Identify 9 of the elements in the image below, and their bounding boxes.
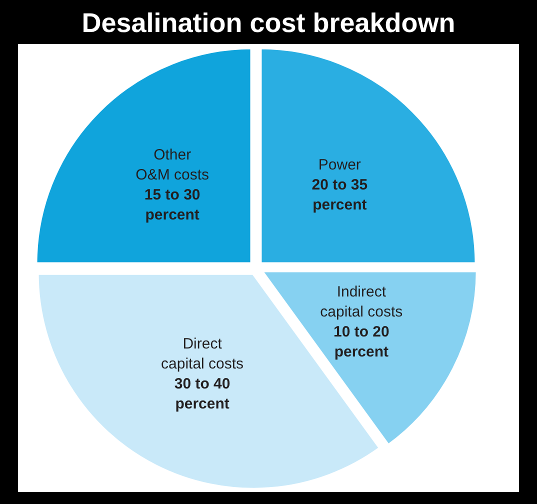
slice-label: Direct capital costs [161,335,244,372]
slice-label: Indirect capital costs [320,284,403,321]
slice-label: Power [318,156,361,174]
text: 10 to 20 percent [333,324,390,361]
slice-label: Other O&M costs [136,146,210,184]
chart-title: Desalination cost breakdown [82,8,456,38]
text: 30 to 40 percent [174,375,230,412]
text: 15 to 30 percent [144,186,200,224]
text: 20 to 35 percent [312,176,368,214]
